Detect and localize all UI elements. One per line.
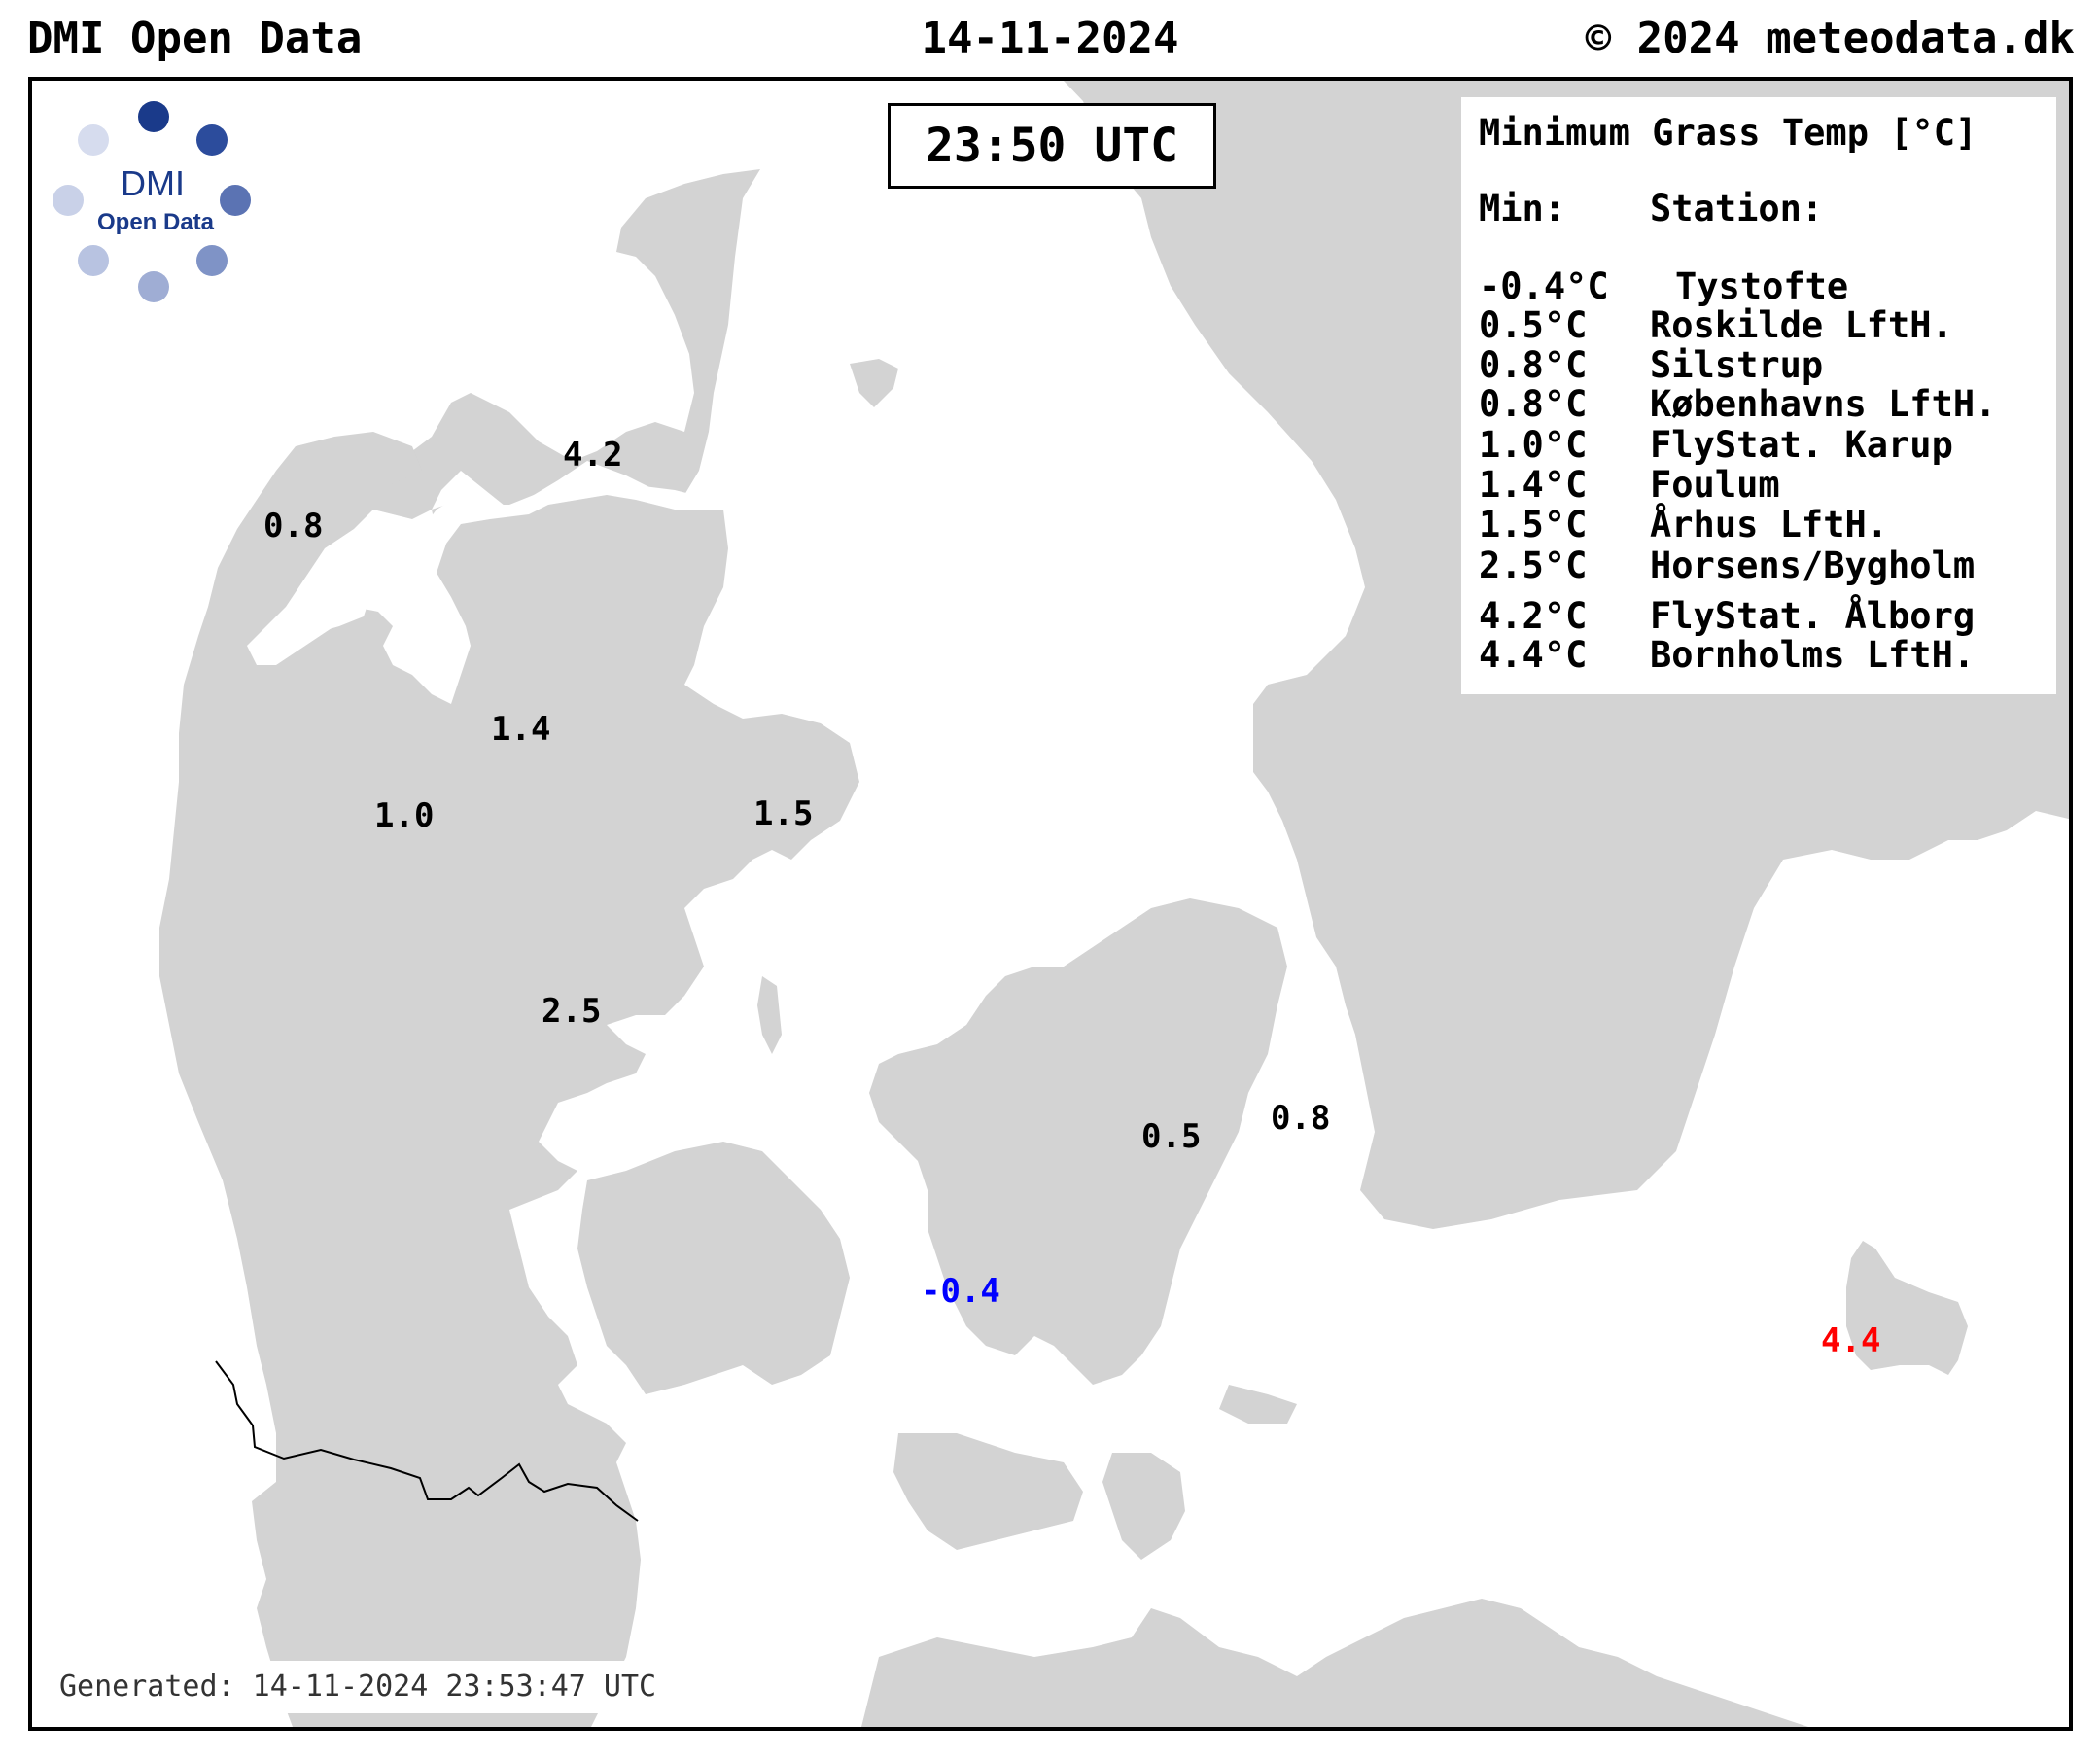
limfjord (247, 475, 699, 704)
land-jutland (159, 432, 859, 1727)
station-label-arhus: 1.5 (753, 794, 814, 833)
station-label-foulum: 1.4 (491, 710, 551, 749)
legend-row-station: Foulum (1650, 464, 1780, 506)
legend-row-value: 0.8°C (1479, 344, 1588, 386)
logo-dot (138, 271, 169, 302)
legend: Minimum Grass Temp [°C] Min: Station: -0… (1461, 97, 2056, 694)
logo-dot (196, 124, 228, 156)
legend-row-station: FlyStat. Karup (1650, 424, 1953, 466)
header-date: 14-11-2024 (921, 14, 1179, 63)
dmi-logo: DMI Open Data (52, 101, 251, 302)
land-germany (861, 1599, 1808, 1727)
legend-row-value: 2.5°C (1479, 545, 1588, 586)
legend-row-station: Horsens/Bygholm (1650, 545, 1976, 586)
station-label-alborg: 4.2 (563, 436, 623, 475)
land-island-small (757, 976, 782, 1054)
legend-row-station: Århus LftH. (1650, 504, 1889, 545)
logo-text-opendata: Open Data (97, 209, 215, 235)
land-mon (1219, 1385, 1297, 1424)
header-copyright: © 2024 meteodata.dk (1585, 14, 2075, 63)
land-funen (578, 1142, 850, 1394)
legend-row-station: Tystofte (1675, 265, 1849, 307)
station-label-tystofte: -0.4 (921, 1272, 1000, 1311)
logo-dot (220, 185, 251, 216)
legend-row-value: 0.5°C (1479, 304, 1588, 346)
legend-col-min: Min: (1479, 188, 1566, 229)
legend-row-value: 4.4°C (1479, 634, 1588, 676)
logo-dot (138, 101, 169, 132)
land-zealand (869, 898, 1287, 1385)
logo-dot (78, 245, 109, 276)
legend-row-station: Roskilde LftH. (1650, 304, 1953, 346)
legend-row-value: 1.5°C (1479, 504, 1588, 545)
legend-row-value: 0.8°C (1479, 383, 1588, 425)
time-box: 23:50 UTC (888, 103, 1216, 189)
station-label-silstrup: 0.8 (263, 507, 324, 545)
station-label-horsens: 2.5 (542, 992, 602, 1031)
legend-row-value: -0.4°C (1479, 265, 1609, 307)
legend-col-station: Station: (1650, 188, 1824, 229)
legend-row-station: Bornholms LftH. (1650, 634, 1976, 676)
legend-row-value: 1.4°C (1479, 464, 1588, 506)
generated-timestamp: Generated: 14-11-2024 23:53:47 UTC (46, 1661, 671, 1713)
legend-row-station: Københavns LftH. (1650, 383, 1997, 425)
land-vendsyssel (364, 169, 760, 519)
land-bornholm (1846, 1241, 1968, 1375)
logo-dot (52, 185, 84, 216)
header-left-title: DMI Open Data (27, 14, 363, 63)
station-label-roskilde: 0.5 (1141, 1117, 1202, 1156)
logo-dot (196, 245, 228, 276)
legend-row-station: Silstrup (1650, 344, 1824, 386)
logo-text-dmi: DMI (121, 163, 185, 203)
legend-row-value: 4.2°C (1479, 595, 1588, 637)
station-label-kobenhavn: 0.8 (1271, 1099, 1331, 1138)
station-label-bornholm: 4.4 (1821, 1321, 1881, 1360)
legend-row-station: FlyStat. Ålborg (1650, 595, 1976, 637)
land-falster (1102, 1453, 1185, 1560)
legend-row-value: 1.0°C (1479, 424, 1588, 466)
station-label-karup: 1.0 (374, 796, 435, 835)
land-anholt (850, 359, 898, 407)
logo-dot (78, 124, 109, 156)
land-lolland (893, 1433, 1083, 1550)
legend-title: Minimum Grass Temp [°C] (1479, 112, 1978, 154)
border-dk-de (215, 1360, 639, 1522)
